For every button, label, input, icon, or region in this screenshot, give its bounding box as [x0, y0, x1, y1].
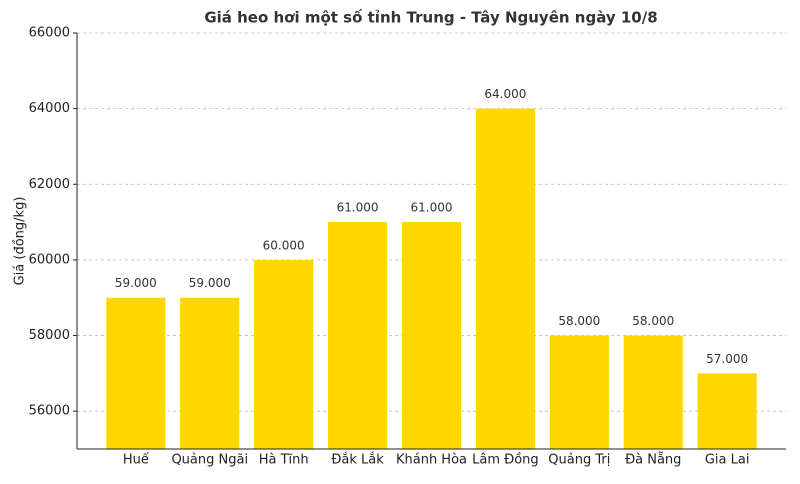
- bar: [475, 108, 535, 450]
- value-label: 57.000: [706, 352, 748, 366]
- bar: [106, 297, 166, 449]
- value-label: 64.000: [484, 87, 526, 101]
- y-tick-label: 56000: [29, 404, 70, 419]
- x-tick-label: Khánh Hòa: [396, 453, 467, 468]
- value-label: 58.000: [558, 314, 600, 328]
- bar: [401, 222, 462, 449]
- chart-title: Giá heo hơi một số tỉnh Trung - Tây Nguy…: [204, 8, 657, 27]
- bar: [254, 259, 314, 449]
- bar: [549, 335, 609, 449]
- y-tick-label: 66000: [29, 26, 70, 41]
- y-tick-label: 62000: [29, 177, 70, 192]
- value-label: 59.000: [189, 276, 231, 290]
- x-tick-label: Quảng Trị: [548, 453, 610, 468]
- y-axis-label: Giá (đồng/kg): [13, 197, 28, 286]
- x-tick-label: Lâm Đồng: [472, 453, 539, 468]
- x-tick-label: Quảng Ngãi: [171, 453, 248, 468]
- x-tick-label: Đắk Lắk: [331, 453, 384, 468]
- x-tick-label: Hà Tĩnh: [259, 453, 309, 468]
- y-tick-label: 58000: [29, 328, 70, 343]
- value-label: 59.000: [115, 276, 157, 290]
- bar: [180, 297, 240, 449]
- y-tick-label: 64000: [29, 101, 70, 116]
- value-label: 61.000: [411, 201, 453, 215]
- y-tick-label: 60000: [29, 252, 70, 267]
- value-label: 61.000: [337, 201, 379, 215]
- bar: [697, 373, 757, 449]
- bar: [623, 335, 683, 449]
- value-label: 58.000: [632, 314, 674, 328]
- value-label: 60.000: [263, 238, 305, 252]
- x-tick-label: Đà Nẵng: [625, 453, 681, 468]
- x-tick-label: Huế: [123, 453, 149, 468]
- bar: [328, 222, 388, 449]
- x-tick-label: Gia Lai: [705, 453, 750, 468]
